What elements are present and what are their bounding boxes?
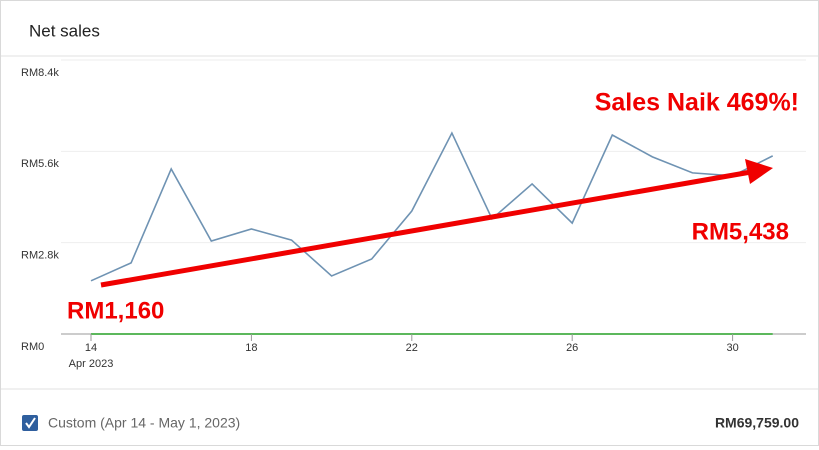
x-tick-label: 30: [726, 342, 738, 354]
total: RM69,759.00: [715, 415, 799, 431]
data-line: [90, 131, 774, 282]
legend-label: Custom (Apr 14 - May 1, 2023): [48, 415, 240, 431]
arrow-head: [745, 159, 773, 184]
x-sublabel: Apr 2023: [69, 358, 114, 370]
chart-title: Net sales: [29, 21, 100, 40]
annotation-arrow: [100, 159, 773, 288]
arrow-shaft: [100, 169, 752, 288]
y-tick-label: RM0: [21, 341, 44, 353]
annotation: RM5,438: [692, 218, 789, 245]
x-tick-label: 18: [245, 342, 257, 354]
x-tick-label: 26: [566, 342, 578, 354]
x-tick-label: 14: [85, 342, 97, 354]
y-tick-label: RM5.6k: [21, 158, 59, 170]
checkbox[interactable]: [22, 415, 38, 431]
y-tick-label: RM8.4k: [21, 67, 59, 79]
x-tick-label: 22: [406, 342, 418, 354]
y-tick-label: RM2.8k: [21, 250, 59, 262]
annotation: RM1,160: [67, 297, 164, 324]
legend-checkbox[interactable]: [22, 415, 38, 431]
checkmark: [25, 417, 36, 429]
plot: RM0 RM2.8k RM5.6k RM8.4k 14 18 22 26 30 Apr 2023: [21, 59, 806, 370]
annotation: Sales Naik 469%!: [595, 89, 799, 117]
